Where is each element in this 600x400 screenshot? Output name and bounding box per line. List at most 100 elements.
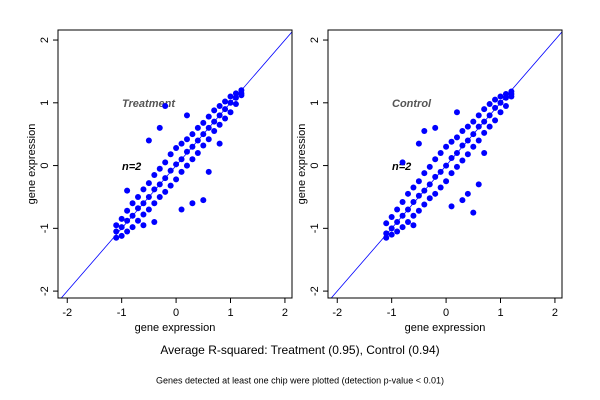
point xyxy=(486,101,493,108)
point xyxy=(200,142,207,149)
point xyxy=(151,171,158,178)
y-tick-label: 2 xyxy=(39,37,51,43)
note: n=2 xyxy=(122,161,141,173)
x-tick-label: -2 xyxy=(62,307,72,319)
y-tick-label: -2 xyxy=(39,286,51,296)
point xyxy=(178,140,185,147)
point xyxy=(156,193,163,200)
annotation: Treatment xyxy=(122,98,176,110)
y-tick-label: -1 xyxy=(309,223,321,233)
point xyxy=(216,102,223,109)
point xyxy=(194,137,201,144)
point xyxy=(410,222,417,229)
point xyxy=(140,222,147,229)
point xyxy=(227,99,234,106)
panel: -2 -1 0 1 2 -2 -1 0 1 2 gene expression gene expres… xyxy=(296,29,563,334)
point xyxy=(432,190,439,197)
point xyxy=(453,150,460,157)
point xyxy=(508,91,515,98)
point xyxy=(502,94,509,101)
point xyxy=(162,175,169,182)
x-tick-label: 1 xyxy=(497,307,503,319)
point xyxy=(453,109,460,116)
point xyxy=(227,109,234,116)
y-tick-label: 1 xyxy=(309,100,321,106)
point xyxy=(459,142,466,149)
point xyxy=(448,138,455,145)
point xyxy=(124,207,131,214)
point xyxy=(211,107,218,114)
point xyxy=(459,197,466,204)
point xyxy=(189,156,196,163)
point xyxy=(475,137,482,144)
point xyxy=(145,206,152,213)
point xyxy=(470,143,477,150)
point xyxy=(481,150,488,157)
point xyxy=(189,200,196,207)
point xyxy=(388,214,395,221)
point xyxy=(475,181,482,188)
x-tick-label: -1 xyxy=(117,307,127,319)
point xyxy=(222,98,229,105)
x-tick-label: 1 xyxy=(227,307,233,319)
point xyxy=(173,176,180,183)
point xyxy=(426,195,433,202)
point xyxy=(437,184,444,191)
point xyxy=(475,123,482,130)
point xyxy=(486,112,493,119)
point xyxy=(205,113,212,120)
y-tick-label: 0 xyxy=(309,163,321,169)
point xyxy=(421,201,428,208)
point xyxy=(173,144,180,151)
annotation: Control xyxy=(392,98,432,110)
point xyxy=(448,203,455,210)
point xyxy=(178,206,185,213)
point xyxy=(222,115,229,122)
point xyxy=(227,93,234,100)
point xyxy=(415,178,422,185)
point xyxy=(410,212,417,219)
point xyxy=(492,104,499,111)
point xyxy=(183,136,190,143)
x-axis-label: gene expression xyxy=(405,322,486,334)
point xyxy=(399,159,406,166)
y-tick-label: 2 xyxy=(309,37,321,43)
point xyxy=(211,118,218,125)
point xyxy=(118,232,125,239)
x-tick-label: 2 xyxy=(552,307,558,319)
point xyxy=(205,168,212,175)
point xyxy=(118,215,125,222)
point xyxy=(421,128,428,135)
point xyxy=(502,102,509,109)
point xyxy=(183,162,190,169)
point xyxy=(453,134,460,141)
point xyxy=(145,193,152,200)
point xyxy=(167,151,174,158)
caption: Average R-squared: Treatment (0.95), Con… xyxy=(160,343,439,357)
point xyxy=(140,211,147,218)
point xyxy=(464,151,471,158)
point xyxy=(470,209,477,216)
point xyxy=(189,131,196,138)
point xyxy=(124,217,131,224)
point xyxy=(151,219,158,226)
point xyxy=(492,117,499,124)
point xyxy=(481,129,488,136)
point xyxy=(443,162,450,169)
point xyxy=(443,143,450,150)
point xyxy=(129,200,136,207)
point xyxy=(145,180,152,187)
point xyxy=(134,205,141,212)
point xyxy=(113,222,120,229)
point xyxy=(410,184,417,191)
point xyxy=(399,212,406,219)
point xyxy=(464,123,471,130)
y-axis-label: gene expression xyxy=(26,124,38,205)
point xyxy=(118,224,125,231)
point xyxy=(194,124,201,131)
point xyxy=(162,159,169,166)
x-axis-label: gene expression xyxy=(135,322,216,334)
point xyxy=(464,190,471,197)
point xyxy=(178,156,185,163)
